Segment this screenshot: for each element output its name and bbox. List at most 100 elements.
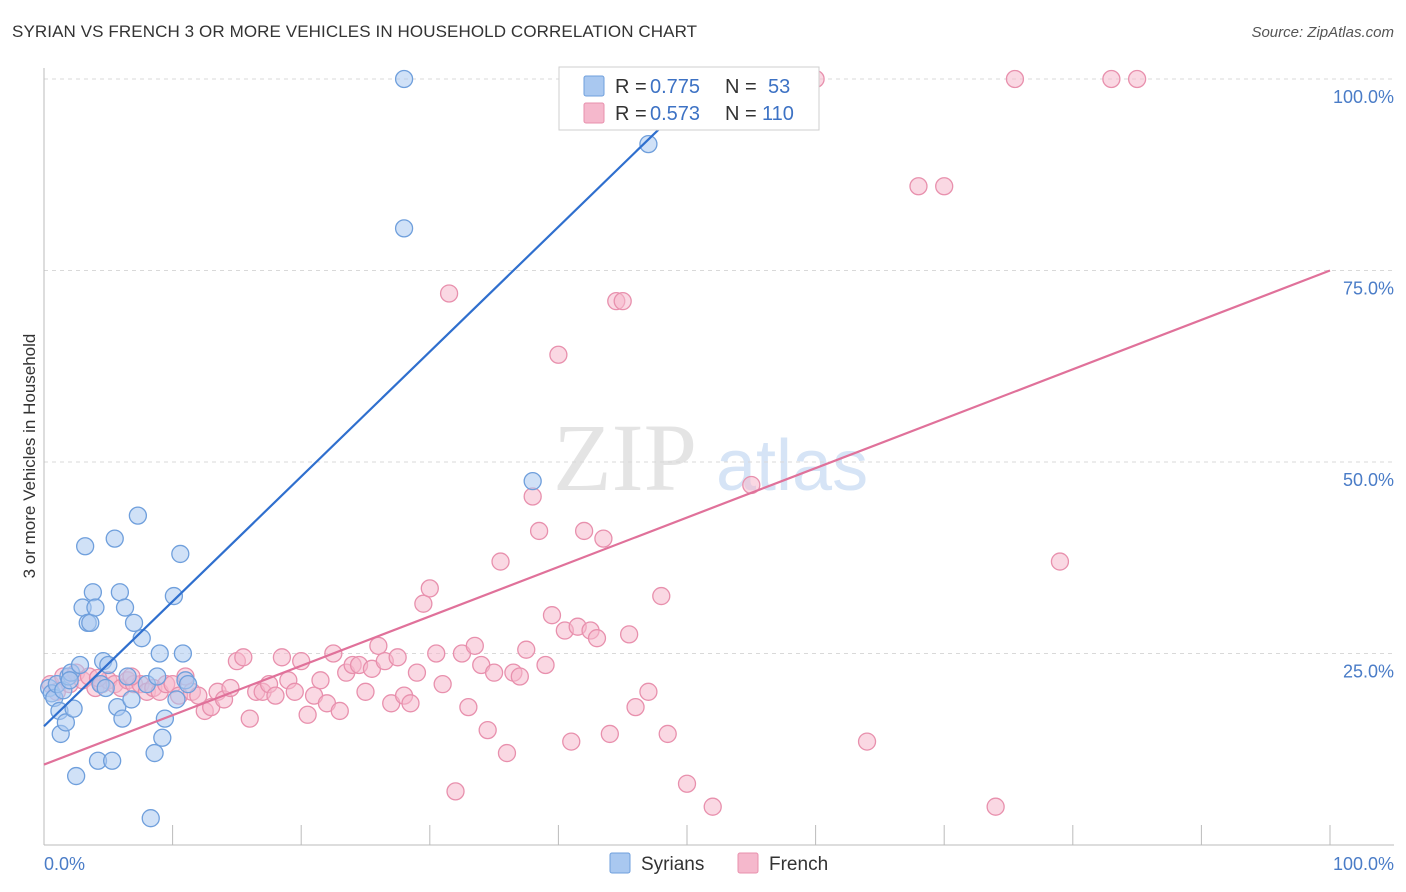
- french-point: [510, 667, 529, 686]
- bottom-legend-label-french: French: [769, 854, 828, 875]
- y-axis-label: 3 or more Vehicles in Household: [20, 334, 39, 579]
- french-point: [446, 782, 465, 801]
- syrian-point: [171, 544, 190, 564]
- french-point: [562, 732, 581, 751]
- x-tick-label-max: 100.0%: [1333, 854, 1394, 874]
- series-legend: Syrians French: [609, 852, 828, 875]
- french-point: [529, 521, 549, 541]
- syrian-point: [167, 690, 186, 709]
- watermark-zip: ZIP: [553, 404, 697, 511]
- trend-lines: [43, 101, 1331, 766]
- syrian-point: [178, 674, 198, 694]
- french-point: [523, 487, 542, 506]
- french-point: [639, 682, 658, 701]
- syrian-point: [115, 598, 135, 617]
- french-point: [658, 724, 677, 744]
- french-point: [542, 606, 562, 625]
- legend-swatch-syrians: [583, 75, 605, 97]
- french-point: [517, 640, 536, 659]
- french-point: [414, 594, 433, 613]
- syrian-point: [128, 506, 148, 525]
- french-point: [388, 648, 407, 667]
- x-tick-label-min: 0.0%: [44, 854, 85, 874]
- french-point: [935, 177, 954, 196]
- syrian-point: [164, 586, 184, 606]
- french-point: [703, 797, 722, 816]
- y-tick-label: 100.0%: [1333, 87, 1394, 107]
- syrian-point: [81, 613, 100, 633]
- syrian-point: [60, 671, 79, 690]
- french-point: [1102, 69, 1121, 89]
- y-tick-label: 50.0%: [1343, 470, 1394, 490]
- french-point: [292, 652, 311, 671]
- watermark-atlas: atlas: [716, 426, 868, 506]
- y-tick-labels: 25.0% 50.0% 75.0% 100.0%: [1333, 87, 1394, 682]
- french-point: [266, 686, 285, 705]
- french-point: [285, 682, 304, 701]
- syrian-point: [639, 134, 658, 154]
- bottom-legend-label-syrians: Syrians: [641, 854, 704, 875]
- syrian-point: [67, 766, 86, 786]
- syrian-point: [173, 644, 193, 663]
- syrians-trend-line: [43, 101, 688, 728]
- french-point: [420, 579, 439, 598]
- gridlines: [44, 78, 1394, 654]
- french-point: [240, 709, 259, 728]
- french-point: [536, 655, 555, 675]
- french-point: [909, 177, 928, 196]
- french-point: [626, 697, 645, 717]
- syrian-point: [124, 613, 144, 633]
- french-point: [594, 529, 613, 548]
- french-point: [549, 345, 568, 364]
- bottom-legend-swatch-french: [737, 852, 759, 874]
- bottom-legend-swatch-syrians: [609, 852, 631, 874]
- french-point: [1005, 69, 1025, 89]
- syrian-point: [105, 529, 124, 548]
- french-point: [491, 552, 510, 571]
- y-tick-label: 75.0%: [1343, 279, 1394, 299]
- french-point: [497, 743, 517, 763]
- syrian-point: [113, 709, 132, 728]
- syrian-point: [122, 690, 141, 709]
- french-point: [234, 648, 253, 667]
- legend-r-value-syrians: 0.775: [650, 76, 700, 98]
- french-point: [298, 705, 317, 724]
- syrian-point: [83, 583, 103, 602]
- french-point: [330, 701, 349, 721]
- syrian-point: [118, 667, 137, 686]
- french-point: [613, 291, 632, 311]
- legend-r-value-french: 0.573: [650, 103, 700, 125]
- syrian-point: [394, 69, 414, 89]
- syrian-point: [96, 678, 115, 698]
- syrian-point: [394, 219, 414, 238]
- french-point: [1127, 69, 1147, 89]
- french-point: [459, 697, 478, 717]
- legend-swatch-french: [583, 102, 605, 124]
- french-point: [677, 774, 697, 793]
- legend-r-label-french: R =: [615, 103, 652, 125]
- syrian-point: [64, 699, 83, 718]
- french-point: [401, 694, 420, 713]
- axes: [43, 68, 1394, 846]
- syrian-point: [110, 583, 130, 602]
- legend-n-label-syrians: N =: [725, 76, 762, 98]
- french-point: [857, 732, 877, 751]
- legend-n-label-french: N =: [725, 103, 762, 125]
- french-point: [427, 644, 446, 663]
- syrian-point: [523, 471, 542, 491]
- syrian-point: [76, 537, 95, 556]
- french-point: [1050, 552, 1070, 571]
- syrian-point: [150, 644, 169, 663]
- french-point: [356, 682, 375, 701]
- french-point: [272, 648, 292, 667]
- french-point: [311, 671, 330, 690]
- french-point: [439, 284, 459, 303]
- french-point: [478, 720, 497, 740]
- french-point: [369, 636, 388, 655]
- legend-n-value-syrians: 53: [768, 76, 790, 98]
- french-point: [574, 521, 594, 541]
- syrian-point: [141, 809, 160, 828]
- legend-n-value-french: 110: [762, 103, 794, 125]
- source-label: Source: ZipAtlas.com: [1251, 24, 1394, 41]
